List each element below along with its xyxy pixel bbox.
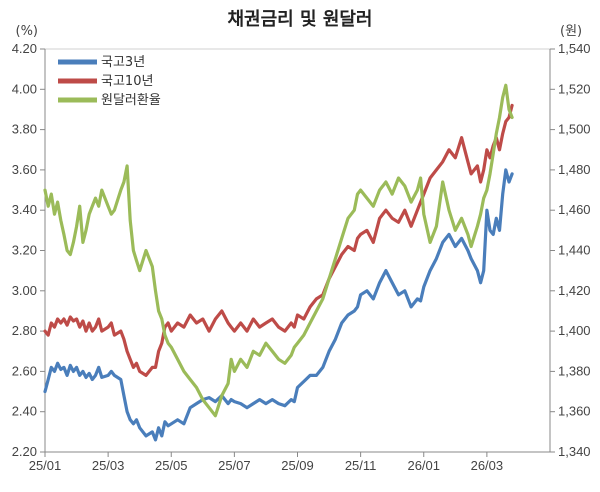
legend-label-bond3y: 국고3년 <box>101 55 145 70</box>
x-tick-label: 25/05 <box>155 458 188 473</box>
x-tick-label: 26/01 <box>407 458 440 473</box>
right-tick-label: 1,480 <box>558 162 591 177</box>
series-line-bond3y <box>43 168 514 442</box>
right-axis-ticks: 1,340 1,360 1,380 1,400 1,420 1,440 1,460 1,480… <box>550 41 591 459</box>
left-tick-label: 3.80 <box>12 122 37 137</box>
x-tick-label: 25/09 <box>281 458 314 473</box>
left-tick-label: 3.00 <box>12 283 37 298</box>
legend: 국고3년 국고10년 원달러환율 <box>58 55 161 108</box>
left-tick-label: 2.60 <box>12 363 37 378</box>
left-tick-label: 2.20 <box>12 444 37 459</box>
series-lines <box>43 83 514 442</box>
x-axis-ticks: 25/01 25/03 25/05 25/07 25/09 25/11 26/01 26/03 <box>29 452 503 473</box>
left-axis-unit: (%) <box>16 24 39 39</box>
left-tick-label: 3.60 <box>12 162 37 177</box>
right-tick-label: 1,380 <box>558 363 591 378</box>
right-axis-unit: (원) <box>560 24 582 39</box>
left-tick-label: 2.80 <box>12 323 37 338</box>
right-tick-label: 1,400 <box>558 323 591 338</box>
left-axis-ticks: 2.20 2.40 2.60 2.80 3.00 3.20 3.40 3.60 3.80 4.00… <box>12 41 45 459</box>
right-tick-label: 1,420 <box>558 283 591 298</box>
chart-title: 채권금리 및 원달러 <box>227 9 372 30</box>
right-tick-label: 1,360 <box>558 404 591 419</box>
left-tick-label: 3.40 <box>12 202 37 217</box>
left-tick-label: 4.00 <box>12 81 37 96</box>
x-tick-label: 25/11 <box>345 458 377 473</box>
series-line-bond10y <box>43 103 514 377</box>
legend-label-usdkrw: 원달러환율 <box>101 93 161 108</box>
legend-label-bond10y: 국고10년 <box>101 74 153 89</box>
series-line-usdkrw <box>43 83 514 418</box>
left-tick-label: 3.20 <box>12 243 37 258</box>
left-tick-label: 4.20 <box>12 41 37 56</box>
right-tick-label: 1,440 <box>558 243 591 258</box>
right-tick-label: 1,500 <box>558 122 591 137</box>
left-tick-label: 2.40 <box>12 404 37 419</box>
right-tick-label: 1,340 <box>558 444 591 459</box>
x-tick-label: 25/07 <box>218 458 251 473</box>
right-tick-label: 1,520 <box>558 81 591 96</box>
x-tick-label: 25/01 <box>29 458 62 473</box>
right-tick-label: 1,460 <box>558 202 591 217</box>
right-tick-label: 1,540 <box>558 41 591 56</box>
x-tick-label: 26/03 <box>471 458 504 473</box>
x-tick-label: 25/03 <box>92 458 125 473</box>
